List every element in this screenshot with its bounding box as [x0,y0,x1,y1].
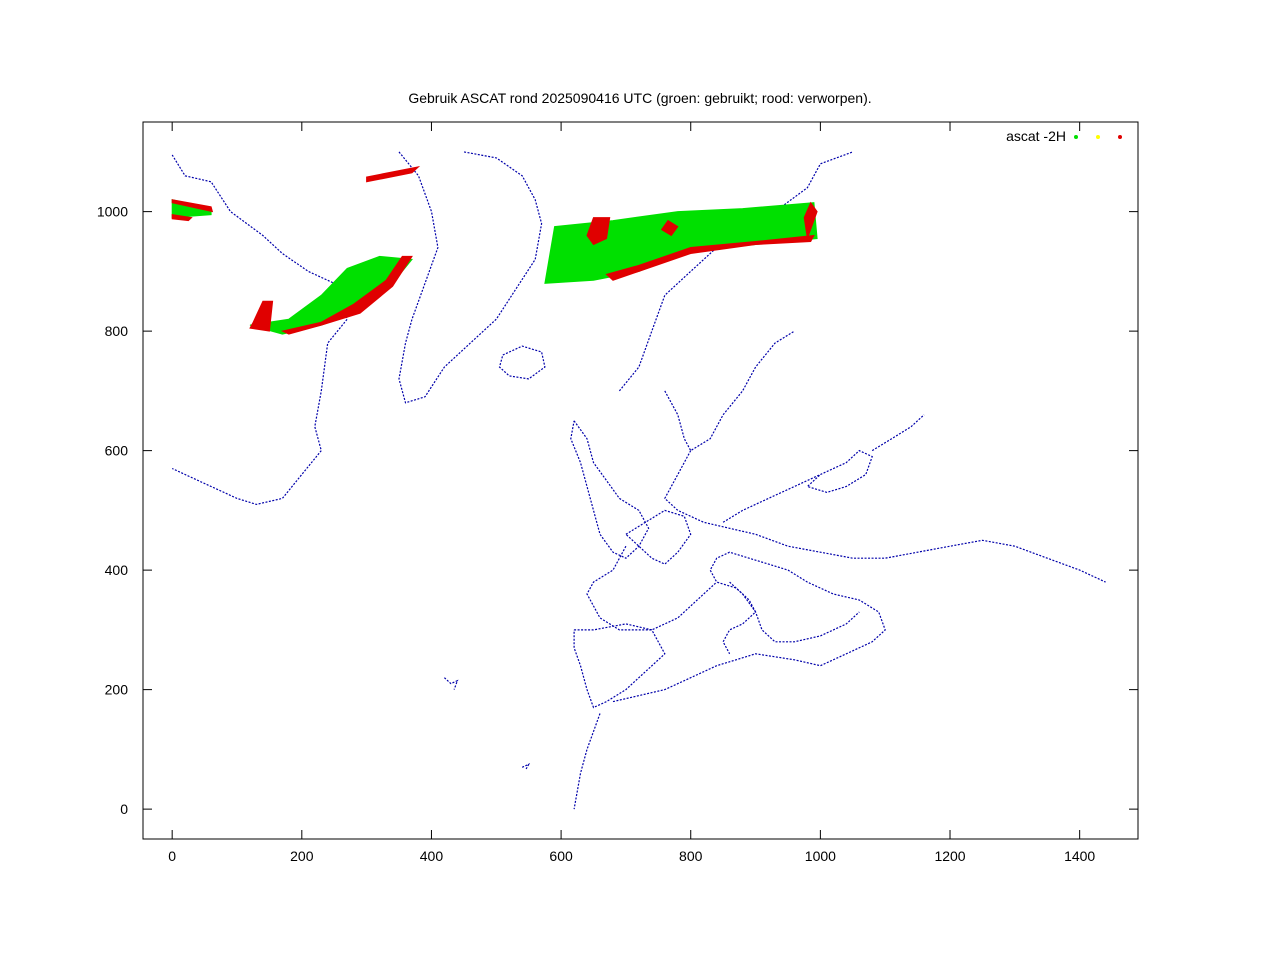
coastline-6 [664,330,795,452]
coastline-12 [729,581,860,643]
coastline-8 [586,545,718,631]
coastline-15 [871,414,925,452]
legend-marker-2 [1118,135,1122,139]
coastline-7 [664,450,1106,583]
coastline-16 [443,677,459,690]
legend-label: ascat -2H [1006,128,1066,144]
y-tick-label-3: 600 [105,443,129,459]
rejected-swath-4 [280,255,413,335]
coastline-14 [722,473,821,523]
coastline-10 [573,713,601,810]
rejected-swath-1 [171,214,193,222]
coastline-0 [171,154,348,506]
rejected-swath-0 [171,199,214,213]
rejected-swath-2 [366,165,421,183]
axes-layer: 0 200 400 600 800 1000 1200 1400 0 200 400 600 800 10… [97,122,1138,864]
rejected-swath-6 [660,219,679,237]
chart-title: Gebruik ASCAT rond 2025090416 UTC (groen… [408,90,871,106]
coastline-4 [625,509,692,565]
x-tick-label-7: 1400 [1064,848,1095,864]
x-tick-label-5: 1000 [805,848,836,864]
coastline-layer [171,151,1106,810]
rejected-swath-7 [605,234,815,281]
coastline-2 [498,345,546,380]
coastline-1 [398,151,543,404]
x-tick-label-1: 200 [290,848,314,864]
rejected-swath-5 [586,217,611,246]
coastline-9 [573,623,666,709]
ascat-observation-layer [171,165,818,335]
x-tick-label-0: 0 [168,848,176,864]
coastline-3 [570,420,650,559]
coastline-17 [521,762,531,771]
y-tick-label-0: 0 [120,801,128,817]
y-tick-label-2: 400 [105,562,129,578]
y-tick-label-4: 800 [105,323,129,339]
plot-frame [142,121,1139,840]
legend-marker-1 [1096,135,1100,139]
legend-marker-0 [1074,135,1078,139]
legend: ascat -2H [1006,128,1122,144]
coastline-5 [618,151,854,392]
rejected-swath-8 [803,201,818,239]
y-tick-label-1: 200 [105,682,129,698]
x-tick-label-3: 600 [549,848,573,864]
y-tick-label-5: 1000 [97,204,128,220]
coastline-13 [806,449,873,494]
x-tick-label-6: 1200 [934,848,965,864]
coastline-11 [612,551,886,703]
x-tick-label-2: 400 [420,848,444,864]
x-tick-label-4: 800 [679,848,703,864]
rejected-swath-3 [249,300,274,332]
